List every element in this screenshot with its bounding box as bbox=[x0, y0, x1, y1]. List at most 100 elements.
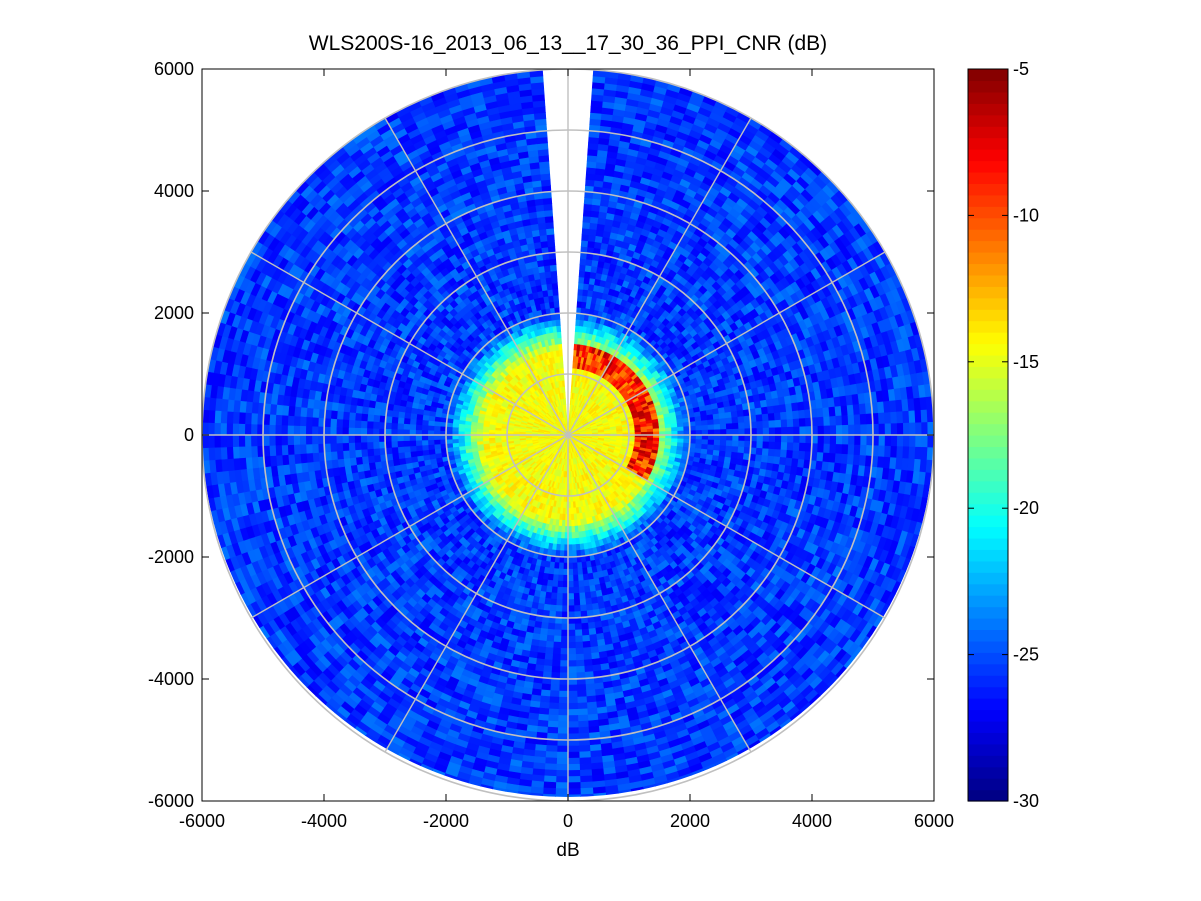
cnr-cell bbox=[416, 449, 424, 457]
cnr-cell bbox=[470, 437, 478, 443]
cnr-cell bbox=[567, 568, 574, 576]
cnr-cell bbox=[451, 438, 459, 444]
cnr-cell bbox=[562, 581, 569, 588]
cnr-cell bbox=[718, 412, 727, 420]
cnr-cell bbox=[730, 410, 739, 419]
cnr-cell bbox=[567, 581, 574, 588]
cnr-cell bbox=[707, 439, 715, 446]
cnr-cell bbox=[558, 562, 564, 570]
cnr-cell bbox=[571, 544, 577, 552]
cnr-cell bbox=[402, 428, 410, 436]
cnr-cell bbox=[397, 451, 406, 460]
cnr-cell bbox=[731, 446, 739, 454]
cnr-cell bbox=[563, 392, 566, 399]
cnr-cell bbox=[556, 592, 563, 600]
plot-area bbox=[202, 69, 934, 801]
cnr-cell bbox=[701, 424, 709, 431]
cnr-cell bbox=[582, 573, 589, 581]
cnr-cell bbox=[578, 592, 586, 600]
cnr-cell bbox=[665, 427, 672, 432]
cnr-cell bbox=[559, 355, 564, 363]
cnr-cell bbox=[561, 599, 569, 607]
cnr-cell bbox=[570, 519, 575, 527]
cnr-cell bbox=[415, 444, 423, 452]
cnr-cell bbox=[584, 591, 592, 600]
cnr-cell bbox=[558, 343, 563, 351]
cnr-cell bbox=[563, 562, 569, 570]
cnr-cell bbox=[409, 423, 417, 430]
cnr-cell bbox=[567, 599, 575, 607]
cnr-cell bbox=[713, 424, 721, 431]
cnr-cell bbox=[737, 446, 745, 454]
cnr-cell bbox=[719, 418, 727, 425]
cnr-cell bbox=[567, 574, 574, 582]
cnr-cell bbox=[571, 538, 576, 546]
cnr-cell bbox=[579, 598, 587, 606]
cnr-cell bbox=[695, 425, 703, 431]
cnr-cell bbox=[732, 428, 740, 436]
cnr-cell bbox=[409, 429, 416, 436]
cnr-cell bbox=[695, 420, 703, 427]
cnr-cell bbox=[561, 593, 569, 601]
cnr-cell bbox=[576, 562, 583, 570]
cnr-cell bbox=[714, 434, 721, 441]
cnr-cell bbox=[556, 325, 562, 333]
cnr-cell bbox=[719, 440, 727, 447]
cnr-cell bbox=[397, 446, 405, 454]
cnr-cell bbox=[557, 337, 562, 345]
cnr-cell bbox=[551, 276, 558, 284]
cnr-cell bbox=[738, 434, 746, 442]
cnr-cell bbox=[551, 580, 559, 588]
cnr-cell bbox=[570, 513, 575, 521]
cnr-cell bbox=[552, 288, 559, 296]
cnr-cell bbox=[725, 423, 733, 430]
cnr-cell bbox=[658, 427, 666, 433]
cnr-cell bbox=[695, 434, 703, 440]
cnr-cell bbox=[573, 592, 580, 600]
cnr-cell bbox=[707, 429, 715, 436]
cnr-cell bbox=[556, 586, 563, 594]
cnr-cell bbox=[561, 379, 565, 387]
cnr-cell bbox=[550, 592, 558, 600]
cnr-cell bbox=[562, 568, 569, 576]
cnr-cell bbox=[731, 440, 740, 448]
cnr-cell bbox=[415, 424, 423, 431]
cnr-cell bbox=[671, 427, 679, 432]
cnr-cell bbox=[546, 283, 554, 291]
cnr-cell bbox=[577, 568, 584, 576]
cnr-cell bbox=[464, 438, 471, 443]
cnr-cell bbox=[421, 439, 429, 446]
cnr-cell bbox=[725, 417, 733, 425]
cnr-cell bbox=[583, 585, 591, 594]
cnr-cell bbox=[738, 428, 746, 436]
cnr-cell bbox=[720, 429, 727, 436]
cnr-cell bbox=[396, 440, 405, 448]
cnr-cell bbox=[427, 424, 435, 431]
cnr-cell bbox=[731, 422, 740, 430]
cnr-cell bbox=[567, 562, 573, 570]
cnr-cell bbox=[571, 532, 576, 539]
cnr-cell bbox=[544, 270, 552, 279]
cnr-cell bbox=[552, 294, 559, 302]
cnr-cell bbox=[579, 258, 587, 266]
cnr-cell bbox=[732, 434, 740, 442]
cnr-cell bbox=[646, 428, 654, 433]
cnr-cell bbox=[578, 586, 585, 594]
cnr-cell bbox=[549, 598, 557, 606]
cnr-cell bbox=[572, 574, 579, 582]
cnr-cell bbox=[556, 331, 562, 339]
cnr-cell bbox=[570, 525, 576, 533]
cnr-cell bbox=[719, 445, 727, 452]
cnr-cell bbox=[695, 430, 703, 436]
cnr-cell bbox=[396, 434, 404, 442]
cnr-cell bbox=[409, 445, 417, 452]
cnr-cell bbox=[427, 444, 435, 451]
cnr-cell bbox=[572, 568, 579, 576]
cnr-cell bbox=[433, 443, 441, 450]
cnr-cell bbox=[736, 410, 745, 418]
cnr-cell bbox=[652, 428, 660, 433]
cnr-cell bbox=[572, 562, 578, 570]
cnr-cell bbox=[545, 276, 553, 285]
cnr-cell bbox=[738, 440, 746, 448]
